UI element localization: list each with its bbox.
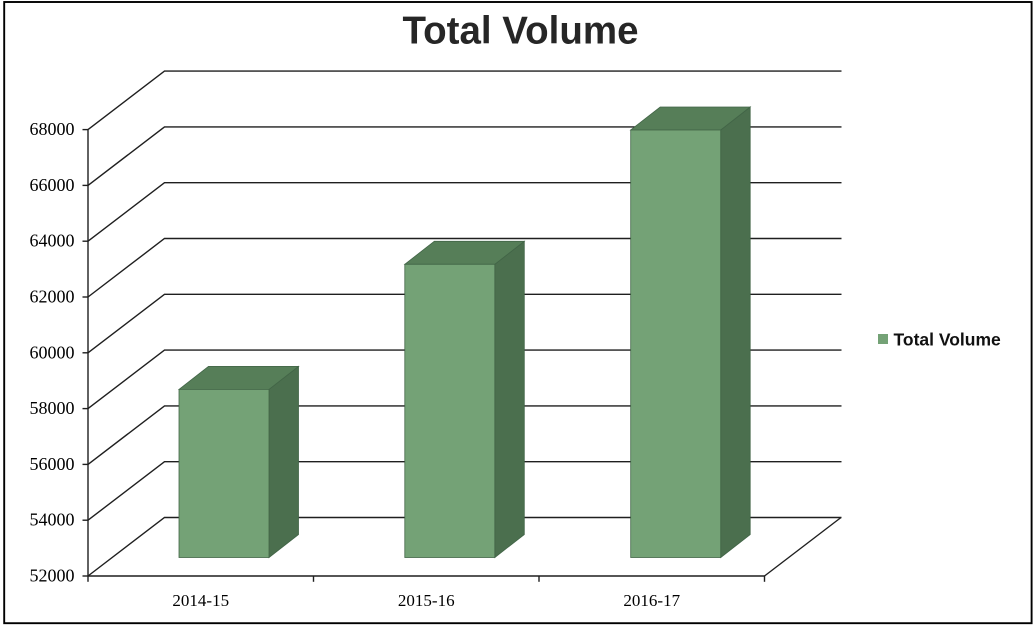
- svg-text:2016-17: 2016-17: [623, 591, 680, 610]
- svg-text:54000: 54000: [30, 510, 75, 530]
- svg-text:66000: 66000: [30, 175, 75, 195]
- svg-text:64000: 64000: [30, 231, 75, 251]
- svg-text:Total Volume: Total Volume: [402, 9, 638, 52]
- svg-text:56000: 56000: [30, 454, 75, 474]
- svg-text:58000: 58000: [30, 398, 75, 418]
- svg-text:52000: 52000: [30, 566, 75, 586]
- svg-text:68000: 68000: [30, 119, 75, 139]
- svg-text:2014-15: 2014-15: [172, 591, 229, 610]
- svg-text:62000: 62000: [30, 287, 75, 307]
- svg-text:Total Volume: Total Volume: [894, 330, 1002, 350]
- svg-text:60000: 60000: [30, 342, 75, 362]
- svg-text:2015-16: 2015-16: [398, 591, 455, 610]
